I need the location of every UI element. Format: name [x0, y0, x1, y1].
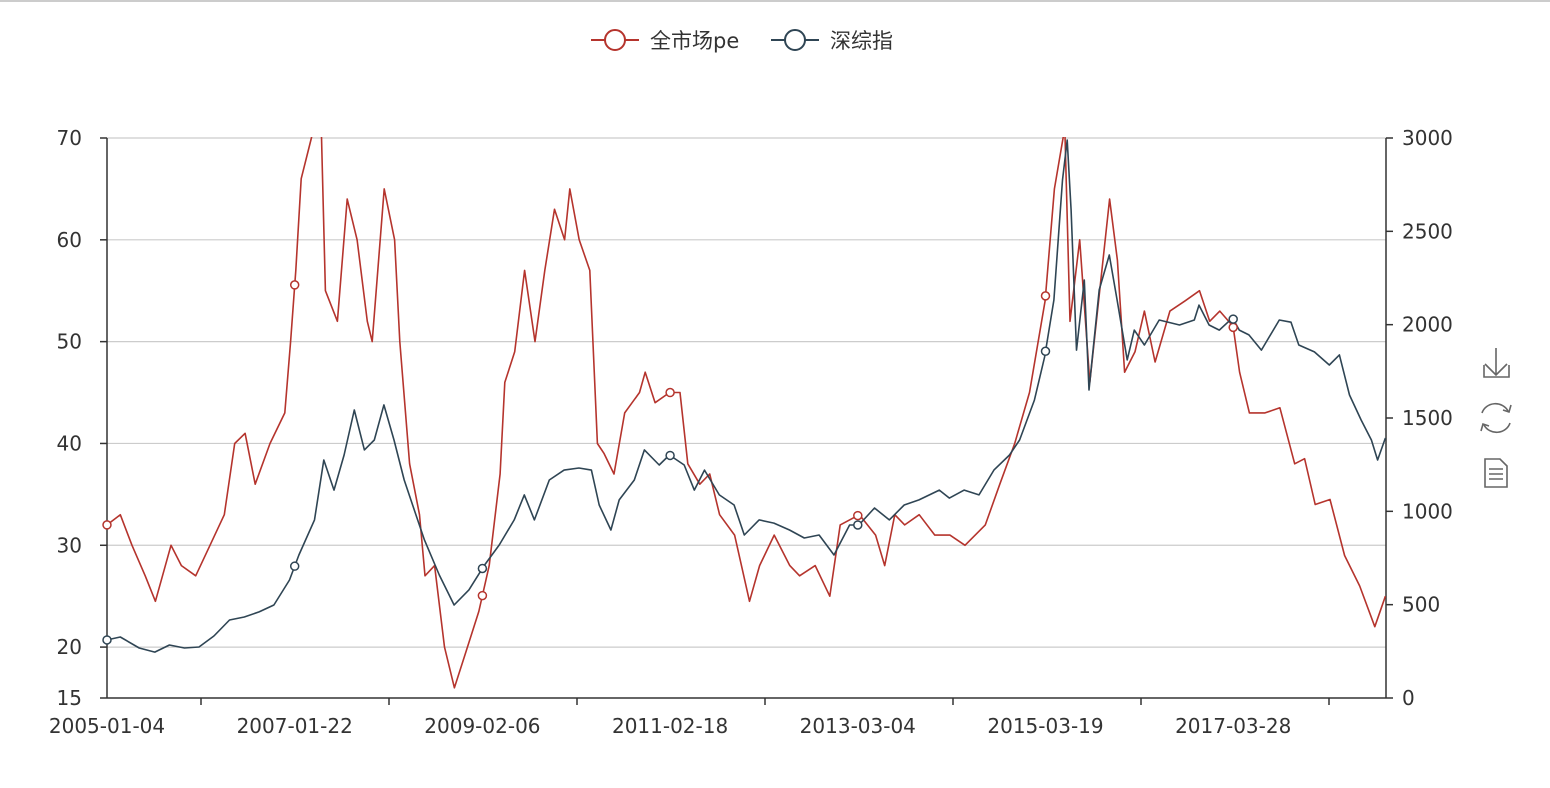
data-view-icon[interactable] [1484, 458, 1508, 488]
y-right-tick-label: 2500 [1402, 219, 1453, 243]
data-point-marker [1228, 314, 1238, 324]
data-point-marker [1228, 322, 1238, 333]
data-point-marker [1040, 346, 1051, 356]
y-right-tick-label: 500 [1402, 593, 1440, 617]
y-left-tick-label: 50 [57, 330, 82, 354]
x-tick-label: 2017-03-28 [1175, 714, 1291, 738]
legend-item-pe[interactable]: 全市场pe [591, 29, 739, 53]
top-border [0, 0, 1550, 2]
y-right-tick-label: 1500 [1402, 406, 1453, 430]
data-point-marker [1040, 291, 1051, 301]
y-left-tick-label: 30 [57, 533, 82, 557]
data-point-marker [665, 387, 675, 398]
legend-circle-icon [784, 29, 806, 51]
series-markers [102, 280, 1238, 645]
refresh-icon[interactable] [1478, 401, 1514, 435]
data-point-marker [665, 450, 675, 461]
y-right-tick-label: 2000 [1402, 313, 1453, 337]
data-point-marker [477, 590, 488, 601]
data-point-marker [102, 520, 112, 530]
axes: 15 20 30 40 50 60 70 0 500 1000 1500 2000 2500 3000 20… [49, 126, 1453, 738]
x-tick-label: 2005-01-04 [49, 714, 165, 738]
data-point-marker [289, 561, 300, 571]
x-tick-label: 2009-02-06 [424, 714, 540, 738]
toolbox [1478, 346, 1514, 488]
x-tick-label: 2015-03-19 [987, 714, 1103, 738]
grid-lines [107, 137, 1386, 648]
y-left-tick-label: 60 [57, 228, 82, 252]
data-point-marker [853, 510, 863, 521]
y-left-tick-label: 70 [57, 126, 82, 150]
legend: 全市场pe 深综指 [591, 29, 893, 53]
y-right-tick-label: 3000 [1402, 126, 1453, 150]
legend-item-index[interactable]: 深综指 [771, 29, 893, 53]
legend-label: 全市场pe [650, 29, 739, 53]
y-left-tick-label: 15 [57, 686, 82, 710]
x-tick-label: 2007-01-22 [237, 714, 353, 738]
data-point-marker [477, 563, 488, 574]
series-lines [107, 137, 1387, 689]
x-tick-label: 2011-02-18 [612, 714, 728, 738]
x-tick-label: 2013-03-04 [800, 714, 916, 738]
data-point-marker [289, 280, 300, 290]
series-line-pe [107, 137, 1387, 689]
download-icon[interactable] [1480, 346, 1512, 380]
y-right-tick-label: 0 [1402, 686, 1415, 710]
legend-label: 深综指 [830, 29, 893, 53]
y-right-tick-label: 1000 [1402, 499, 1453, 523]
series-line-index [107, 139, 1387, 653]
y-left-tick-label: 40 [57, 431, 82, 455]
data-point-marker [102, 635, 112, 645]
y-left-tick-label: 20 [57, 635, 82, 659]
legend-circle-icon [604, 29, 626, 51]
data-point-marker [853, 520, 863, 530]
